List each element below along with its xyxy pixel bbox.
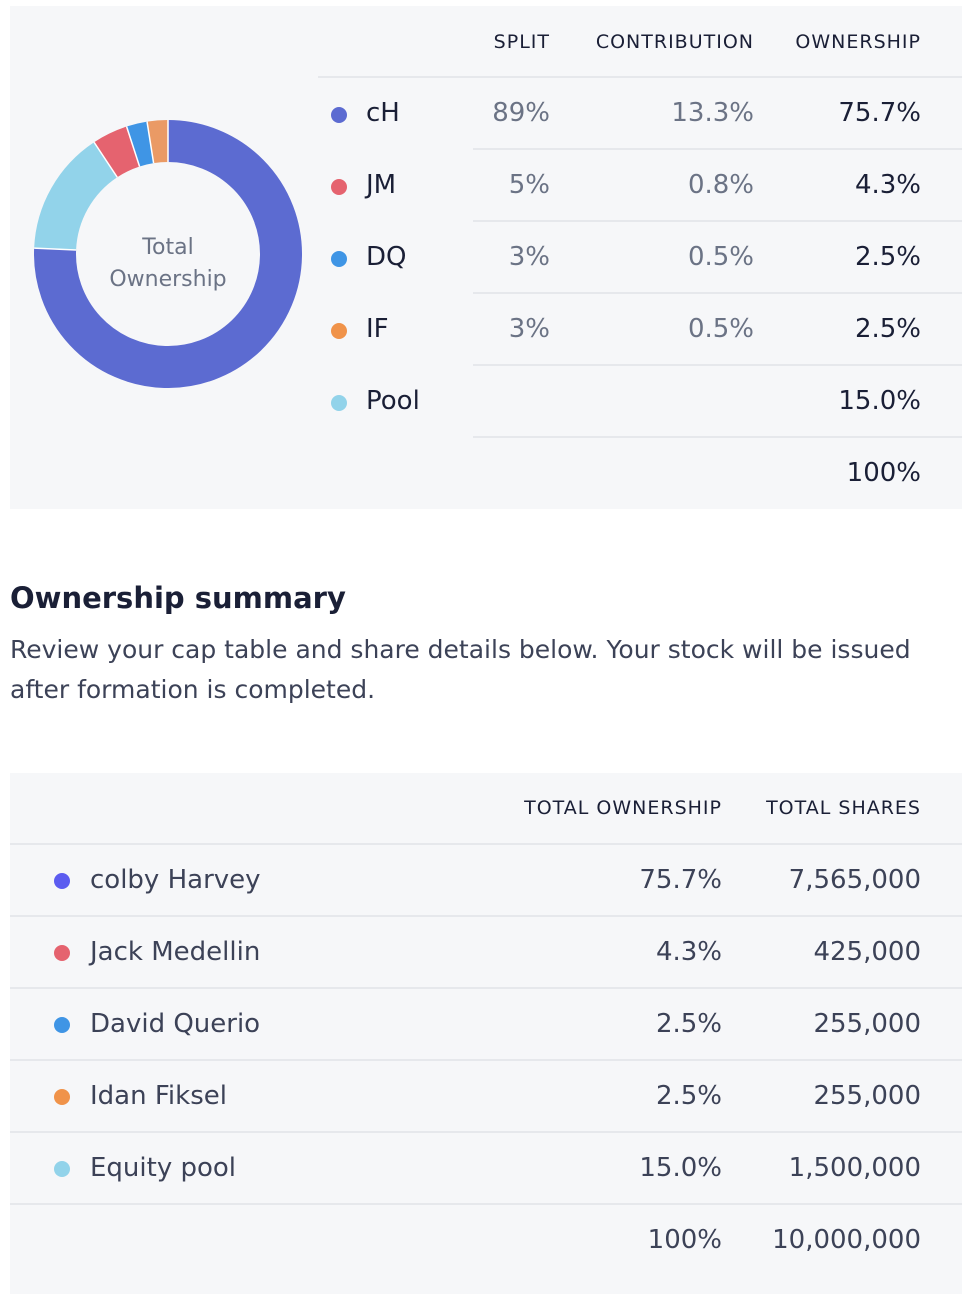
ownership-total: 100% xyxy=(846,458,921,488)
ownership-value: 4.3% xyxy=(854,170,921,200)
row-divider xyxy=(473,292,962,294)
split-row: Pool 15.0% xyxy=(318,366,962,438)
split-value: 3% xyxy=(508,242,550,272)
legend-dot-icon xyxy=(54,873,70,889)
donut-segment-jm xyxy=(94,126,141,178)
header-total-shares: TOTAL SHARES xyxy=(766,797,921,819)
legend-dot-icon xyxy=(54,945,70,961)
member-name: David Querio xyxy=(90,1009,261,1039)
split-row: cH 89% 13.3% 75.7% xyxy=(318,78,962,150)
split-card: Total Ownership SPLIT CONTRIBUTION OWNER… xyxy=(10,6,962,509)
member-initials: IF xyxy=(366,314,389,344)
header-total-ownership: TOTAL OWNERSHIP xyxy=(524,797,722,819)
header-divider xyxy=(318,76,962,78)
summary-row: Equity pool 15.0% 1,500,000 xyxy=(10,1131,962,1203)
summary-total-row: 100% 10,000,000 xyxy=(10,1203,962,1275)
total-ownership-value: 75.7% xyxy=(639,865,722,895)
ownership-donut-chart xyxy=(34,120,302,388)
ownership-value: 2.5% xyxy=(854,242,921,272)
legend-dot-icon xyxy=(331,323,347,339)
summary-row: David Querio 2.5% 255,000 xyxy=(10,987,962,1059)
summary-row: Jack Medellin 4.3% 425,000 xyxy=(10,915,962,987)
total-shares-value: 425,000 xyxy=(813,937,921,967)
member-name: Jack Medellin xyxy=(90,937,261,967)
row-divider xyxy=(473,148,962,150)
total-shares-value: 255,000 xyxy=(813,1081,921,1111)
summary-row: Idan Fiksel 2.5% 255,000 xyxy=(10,1059,962,1131)
legend-dot-icon xyxy=(54,1089,70,1105)
member-name: colby Harvey xyxy=(90,865,261,895)
split-row: JM 5% 0.8% 4.3% xyxy=(318,150,962,222)
member-initials: DQ xyxy=(366,242,407,272)
total-ownership-sum: 100% xyxy=(647,1225,722,1255)
split-row: DQ 3% 0.5% 2.5% xyxy=(318,222,962,294)
contribution-value: 0.8% xyxy=(687,170,754,200)
legend-dot-icon xyxy=(331,395,347,411)
row-divider xyxy=(473,364,962,366)
member-initials: JM xyxy=(366,170,397,200)
split-value: 5% xyxy=(508,170,550,200)
member-name: Equity pool xyxy=(90,1153,237,1183)
donut-segment-separator xyxy=(93,141,118,178)
split-value: 3% xyxy=(508,314,550,344)
split-row: IF 3% 0.5% 2.5% xyxy=(318,294,962,366)
donut-segment-ch xyxy=(34,120,302,388)
legend-dot-icon xyxy=(331,251,347,267)
section-description: Review your cap table and share details … xyxy=(10,635,911,704)
legend-dot-icon xyxy=(54,1017,70,1033)
legend-dot-icon xyxy=(331,179,347,195)
donut-segment-if xyxy=(147,120,169,164)
legend-dot-icon xyxy=(54,1161,70,1177)
split-value: 89% xyxy=(492,98,550,128)
donut-segment-separator xyxy=(125,126,141,167)
ownership-value: 75.7% xyxy=(838,98,921,128)
member-initials: Pool xyxy=(366,386,420,416)
total-shares-value: 7,565,000 xyxy=(788,865,921,895)
row-divider xyxy=(473,436,962,438)
ownership-value: 15.0% xyxy=(838,386,921,416)
total-ownership-value: 4.3% xyxy=(655,937,722,967)
total-ownership-value: 2.5% xyxy=(655,1081,722,1111)
donut-center-label: Total Ownership xyxy=(10,232,326,296)
total-ownership-value: 2.5% xyxy=(655,1009,722,1039)
member-initials: cH xyxy=(366,98,400,128)
row-divider xyxy=(473,220,962,222)
total-shares-value: 255,000 xyxy=(813,1009,921,1039)
section-title: Ownership summary xyxy=(10,581,346,615)
split-total-row: 100% xyxy=(318,438,962,510)
donut-segment-separator xyxy=(34,247,77,251)
total-ownership-value: 15.0% xyxy=(639,1153,722,1183)
member-name: Idan Fiksel xyxy=(90,1081,227,1111)
total-shares-sum: 10,000,000 xyxy=(772,1225,921,1255)
donut-segment-separator xyxy=(146,121,155,164)
donut-label-text: Total Ownership xyxy=(109,235,227,292)
header-ownership: OWNERSHIP xyxy=(795,31,921,53)
header-contribution: CONTRIBUTION xyxy=(595,31,754,53)
donut-segment-dq xyxy=(126,121,154,167)
donut-segment-pool xyxy=(34,142,118,251)
legend-dot-icon xyxy=(331,107,347,123)
ownership-value: 2.5% xyxy=(854,314,921,344)
contribution-value: 0.5% xyxy=(687,242,754,272)
total-shares-value: 1,500,000 xyxy=(788,1153,921,1183)
contribution-value: 0.5% xyxy=(687,314,754,344)
contribution-value: 13.3% xyxy=(671,98,754,128)
summary-table: TOTAL OWNERSHIP TOTAL SHARES colby Harve… xyxy=(10,773,962,1294)
summary-row: colby Harvey 75.7% 7,565,000 xyxy=(10,843,962,915)
header-split: SPLIT xyxy=(493,31,550,53)
